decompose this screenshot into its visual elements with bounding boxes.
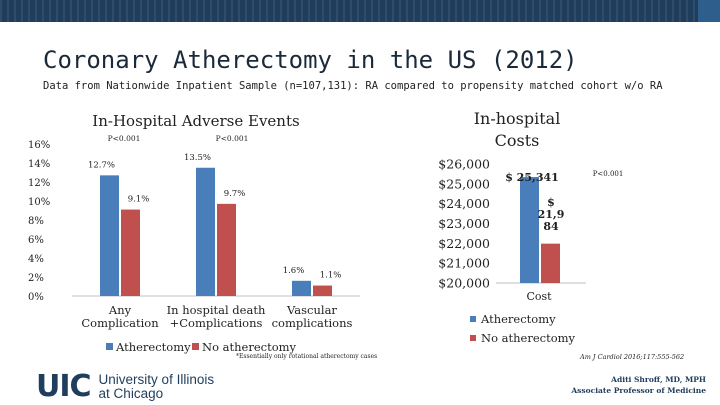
chart1-bar (292, 280, 311, 296)
chart1-legend-label: Atherectomy (115, 340, 191, 354)
chart1-data-label: 9.1% (128, 195, 150, 205)
chart2-data-label: 21,9 (538, 208, 565, 221)
chart2-category-label: Cost (526, 290, 552, 303)
chart1-legend-swatch (192, 343, 199, 350)
uic-logo-text: University of Illinois at Chicago (99, 373, 215, 401)
chart1-ytick-label: 16% (28, 140, 50, 151)
chart1-ytick-label: 6% (28, 235, 44, 246)
chart2-legend-label: Atherectomy (480, 312, 556, 326)
chart2-ytick-label: $23,000 (438, 216, 490, 231)
uic-logo: UIC University of Illinois at Chicago (36, 372, 214, 402)
chart2-legend-label: No atherectomy (481, 331, 576, 345)
top-bar-pattern (0, 0, 720, 22)
chart1-bar (217, 203, 236, 296)
chart1-bar (196, 167, 215, 296)
chart1-data-label: 9.7% (224, 189, 246, 199)
author-role: Associate Professor of Medicine (571, 386, 706, 395)
uic-logo-line1: University of Illinois (98, 372, 215, 387)
chart2-bar (541, 243, 560, 283)
chart1-data-label: 12.7% (88, 160, 115, 170)
chart1-legend-swatch (106, 343, 113, 350)
chart1-category-label: +Complications (170, 316, 263, 330)
chart1-pvalue: P<0.001 (216, 134, 249, 143)
chart2-title: Costs (495, 131, 540, 150)
slide-subtitle: Data from Nationwide Inpatient Sample (n… (43, 80, 663, 92)
chart1-legend-label: No atherectomy (202, 340, 297, 354)
chart1-category-label: Complication (81, 316, 159, 330)
chart1-ytick-label: 10% (28, 197, 50, 208)
chart1-ytick-label: 14% (28, 159, 50, 170)
chart1-ytick-label: 0% (28, 292, 44, 303)
chart1-category-label: Any (108, 303, 132, 317)
chart1-title: In-Hospital Adverse Events (92, 112, 299, 130)
chart1-ytick-label: 12% (28, 178, 50, 189)
author-block: Aditi Shroff, MD, MPH Associate Professo… (571, 374, 706, 396)
chart2-data-label: $ (547, 196, 555, 209)
chart2-data-label: $ 25,341 (505, 171, 559, 184)
chart2-ytick-label: $26,000 (438, 157, 490, 172)
uic-logo-mark: UIC (36, 369, 92, 404)
chart1-ytick-label: 8% (28, 216, 44, 227)
uic-logo-line2: at Chicago (98, 386, 164, 401)
chart1-bar (121, 209, 140, 296)
chart2-bar (520, 177, 539, 283)
top-bar (0, 0, 720, 22)
chart1-category-label: In hospital death (167, 303, 266, 317)
chart1-bar (100, 175, 119, 296)
chart1-pvalue: P<0.001 (108, 134, 141, 143)
author-name: Aditi Shroff, MD, MPH (611, 375, 706, 384)
chart2-ytick-label: $20,000 (438, 276, 490, 291)
chart1-category-label: complications (272, 316, 353, 330)
chart1-ytick-label: 4% (28, 254, 44, 265)
top-bar-accent (698, 0, 720, 22)
chart1-data-label: 1.1% (320, 271, 342, 281)
chart2-ytick-label: $25,000 (438, 176, 490, 191)
chart2-pvalue: P<0.001 (593, 170, 624, 178)
chart2-ytick-label: $21,000 (438, 256, 490, 271)
chart2-legend-swatch (470, 335, 476, 341)
chart1-bar (313, 285, 332, 296)
chart2-legend-swatch (470, 316, 476, 322)
chart1-category-label: Vascular (286, 303, 337, 317)
chart2-ytick-label: $22,000 (438, 236, 490, 251)
citation: Am J Cardiol 2016;117:555-562 (580, 353, 685, 361)
slide-title: Coronary Atherectomy in the US (2012) (43, 46, 578, 74)
chart1-data-label: 1.6% (283, 266, 305, 276)
chart1-ytick-label: 2% (28, 273, 44, 284)
chart1-data-label: 13.5% (184, 153, 211, 163)
chart2-data-label: 84 (543, 220, 559, 233)
chart2-ytick-label: $24,000 (438, 196, 490, 211)
chart2-title: In-hospital (474, 109, 561, 128)
footnote: *Essentially only rotational atherectomy… (236, 353, 378, 360)
